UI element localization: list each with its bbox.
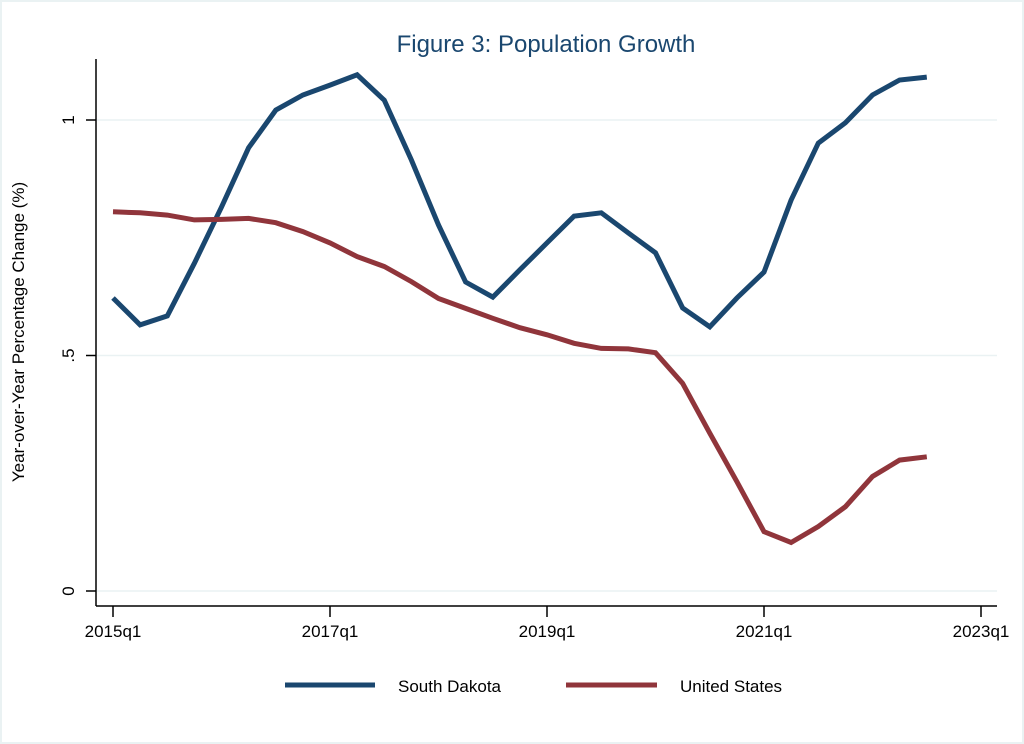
y-ticks: 0.51 xyxy=(59,115,96,596)
legend: South Dakota United States xyxy=(285,677,782,696)
chart-title: Figure 3: Population Growth xyxy=(397,31,696,58)
y-axis-title: Year-over-Year Percentage Change (%) xyxy=(9,182,28,482)
x-ticks: 2015q1 2017q1 2019q1 2021q1 2023q1 xyxy=(85,606,1010,641)
legend-label-united-states: United States xyxy=(680,677,782,696)
y-tick-label: 0 xyxy=(59,586,78,595)
x-tick-label: 2015q1 xyxy=(85,622,142,641)
x-tick-label: 2023q1 xyxy=(953,622,1010,641)
series-group xyxy=(111,71,928,546)
x-tick-label: 2019q1 xyxy=(519,622,576,641)
legend-label-south-dakota: South Dakota xyxy=(398,677,502,696)
series-line-south-dakota xyxy=(111,71,928,331)
x-tick-label: 2021q1 xyxy=(736,622,793,641)
x-tick-label: 2017q1 xyxy=(302,622,359,641)
y-tick-label: 1 xyxy=(59,115,78,124)
series-line-united-states xyxy=(112,209,928,546)
y-tick-label: .5 xyxy=(59,348,78,362)
gridlines xyxy=(97,119,997,592)
